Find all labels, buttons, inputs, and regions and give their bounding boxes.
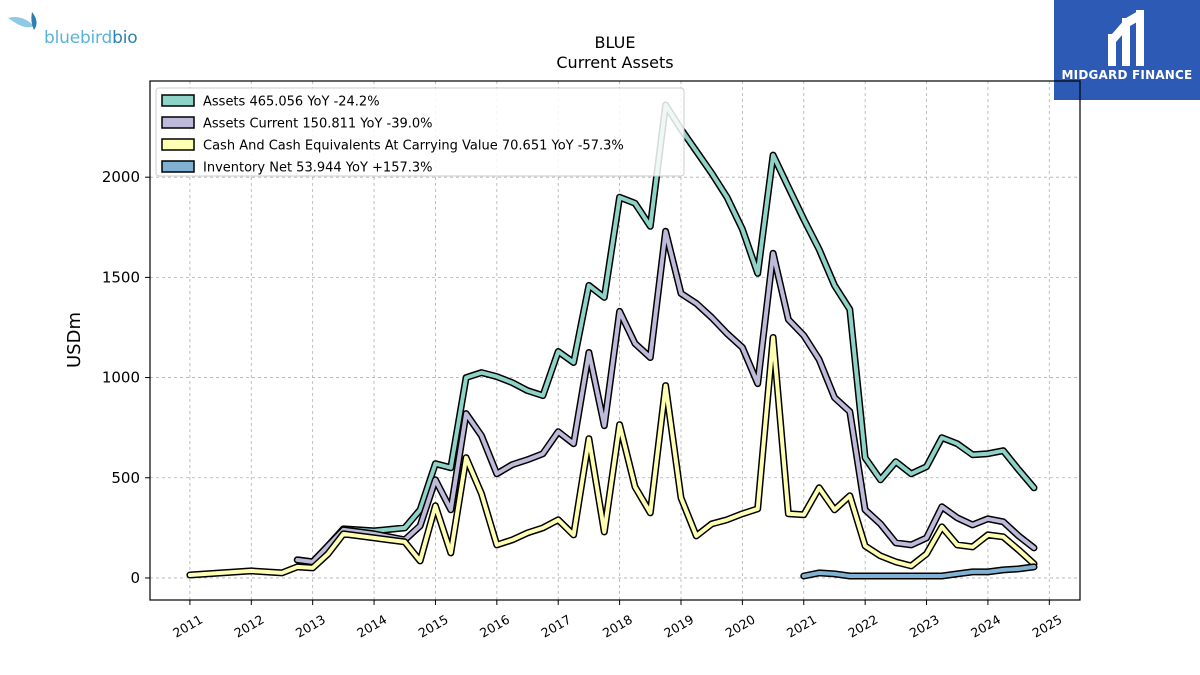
bluebirdbio-wordmark: bluebirdbio <box>44 28 138 48</box>
x-tick-label: 2021 <box>784 612 819 641</box>
x-tick-label: 2011 <box>170 612 205 641</box>
legend-swatch <box>161 138 195 151</box>
legend-swatch <box>161 94 195 107</box>
midgard-finance-wordmark: MIDGARD FINANCE <box>1061 68 1193 82</box>
y-tick-label: 0 <box>130 569 140 587</box>
midgard-finance-logo: MIDGARD FINANCE <box>1054 0 1200 100</box>
legend: Assets 465.056 YoY -24.2% Assets Current … <box>155 87 685 177</box>
legend-label: Inventory Net 53.944 YoY +157.3% <box>203 161 433 176</box>
legend-box <box>155 87 685 177</box>
x-tick-label: 2012 <box>232 612 267 641</box>
x-tick-label: 2024 <box>968 612 1003 641</box>
x-tick-label: 2013 <box>293 612 328 641</box>
series-line-2 <box>187 335 1036 577</box>
chart-title: BLUE <box>595 33 636 52</box>
x-tick-label: 2016 <box>477 612 512 641</box>
y-tick-label: 1000 <box>102 369 140 387</box>
x-tick-label: 2019 <box>661 612 696 641</box>
legend-swatch <box>161 116 195 129</box>
legend-label: Assets 465.056 YoY -24.2% <box>203 95 380 110</box>
series-line-3 <box>801 564 1036 578</box>
y-tick-label: 500 <box>111 469 140 487</box>
x-tick-label: 2023 <box>907 612 942 641</box>
chart-subtitle: Current Assets <box>556 53 673 72</box>
x-tick-label: 2020 <box>723 612 758 641</box>
midgard-mark-icon <box>1108 10 1144 66</box>
x-tick-label: 2022 <box>845 612 880 641</box>
legend-label: Assets Current 150.811 YoY -39.0% <box>203 117 433 132</box>
series-line-1 <box>295 229 1036 564</box>
y-tick-label: 2000 <box>102 168 140 186</box>
x-tick-label: 2014 <box>354 612 389 641</box>
x-tick-label: 2017 <box>538 612 573 641</box>
legend-label: Cash And Cash Equivalents At Carrying Va… <box>203 139 624 154</box>
x-tick-label: 2025 <box>1030 612 1065 641</box>
legend-swatch <box>161 160 195 173</box>
y-tick-label: 1500 <box>102 268 140 286</box>
y-axis-label: USDm <box>64 312 85 368</box>
x-tick-label: 2018 <box>600 612 635 641</box>
bluebirdbio-logo: bluebirdbio <box>6 8 156 50</box>
bird-icon <box>8 12 37 30</box>
plot-frame <box>149 80 1081 601</box>
x-tick-label: 2015 <box>416 612 451 641</box>
